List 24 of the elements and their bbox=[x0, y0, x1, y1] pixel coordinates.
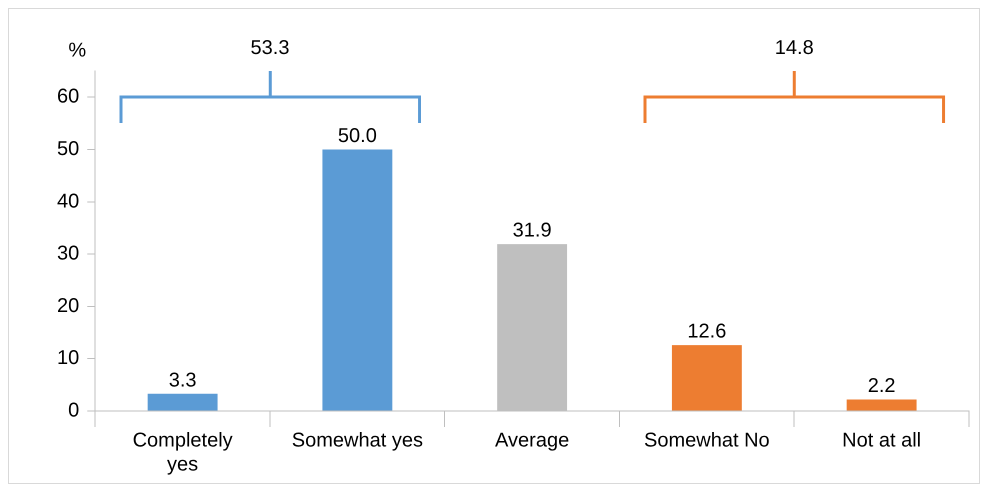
data-label: 31.9 bbox=[512, 220, 552, 242]
y-tick-label: 30 bbox=[56, 242, 80, 265]
x-tick-label: Completely yes bbox=[132, 430, 233, 476]
x-tick-label: Not at all bbox=[842, 430, 922, 452]
text: 14.8 bbox=[774, 37, 815, 60]
y-tick-label: 10 bbox=[56, 347, 80, 370]
bar bbox=[672, 345, 742, 410]
x-tick-label: Somewhat No bbox=[644, 430, 770, 452]
y-axis-title: % bbox=[68, 40, 86, 62]
x-tick-label: Average bbox=[495, 430, 570, 452]
data-label: 50.0 bbox=[338, 124, 377, 147]
y-tick-label: 40 bbox=[56, 190, 80, 212]
x-tick-label: Somewhat yes bbox=[292, 430, 423, 452]
y-tick-label: 0 bbox=[68, 400, 80, 422]
data-label: 2.2 bbox=[868, 375, 896, 398]
y-tick-label: 20 bbox=[56, 294, 80, 317]
y-tick-label: 50 bbox=[56, 138, 80, 160]
y-tick-label: 60 bbox=[56, 86, 80, 108]
bar bbox=[846, 399, 917, 410]
data-label: 3.3 bbox=[168, 369, 197, 392]
data-label: 12.6 bbox=[687, 320, 726, 343]
bar bbox=[322, 149, 392, 410]
bar bbox=[148, 394, 218, 410]
text: 53.3 bbox=[250, 37, 290, 60]
